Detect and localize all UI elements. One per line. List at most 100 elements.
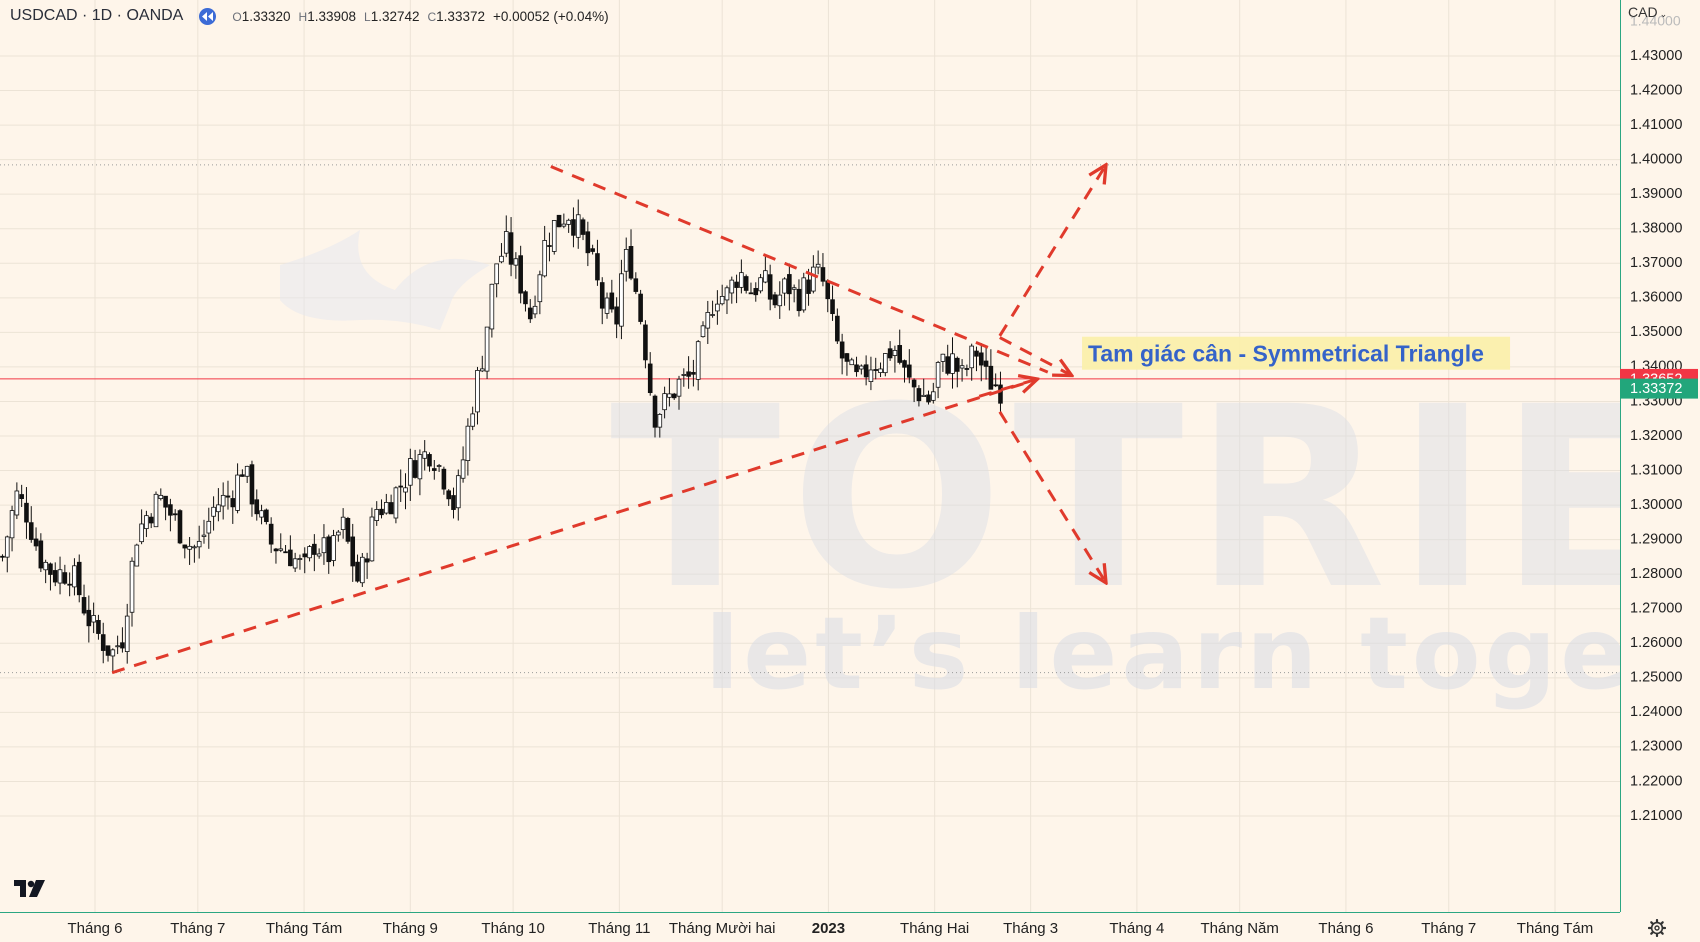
- candle-body: [455, 475, 461, 509]
- time-tick-label: Tháng Tám: [266, 920, 342, 937]
- price-tick-label: 1.31000: [1630, 462, 1682, 478]
- price-tick-label: 1.29000: [1630, 531, 1682, 547]
- candle-body: [705, 312, 711, 329]
- candle-body: [854, 364, 859, 373]
- candle-body: [801, 277, 807, 311]
- candle-body: [168, 504, 173, 516]
- candle-body: [652, 395, 658, 428]
- candle-body: [268, 523, 274, 545]
- candle-body: [52, 570, 58, 583]
- candle-body: [479, 368, 485, 372]
- candle-body: [566, 219, 571, 225]
- candle-body: [81, 597, 87, 614]
- trendline-upper[interactable]: [550, 165, 1049, 374]
- symbol-title[interactable]: USDCAD · 1D · OANDA: [10, 7, 184, 24]
- trendline-breakdown[interactable]: [998, 411, 1106, 583]
- open-label: O: [232, 9, 242, 24]
- candle-body: [240, 474, 245, 477]
- price-tick-label: 1.26000: [1630, 635, 1682, 651]
- candle-body: [86, 609, 92, 627]
- candle-body: [28, 522, 34, 540]
- candle-body: [475, 370, 480, 413]
- candle-body: [235, 474, 240, 511]
- candle-body: [336, 531, 341, 536]
- trendlines[interactable]: [111, 165, 1106, 675]
- candle-body: [892, 349, 898, 356]
- candle-body: [484, 326, 490, 372]
- currency-selector[interactable]: CAD ⌄: [1628, 4, 1667, 20]
- candle-body: [331, 535, 336, 561]
- candle-body: [422, 451, 427, 459]
- candle-body: [940, 353, 946, 362]
- change-value: +0.00052 (+0.04%): [492, 8, 609, 24]
- price-levels: [0, 164, 1620, 674]
- chevron-down-icon: ⌄: [1659, 9, 1668, 19]
- candle-body: [954, 357, 960, 372]
- candle-body: [182, 544, 188, 549]
- time-tick-label: Tháng 7: [170, 920, 225, 937]
- candle-body: [134, 544, 140, 567]
- candle-body: [753, 288, 759, 296]
- candle-body: [676, 378, 682, 397]
- candle-body: [542, 240, 547, 277]
- rewind-icon[interactable]: [199, 7, 217, 25]
- high-label: H: [298, 9, 308, 24]
- candle-body: [129, 560, 135, 613]
- candle-body: [499, 255, 504, 263]
- high-value: 1.33908: [307, 8, 356, 24]
- candle-body: [719, 296, 725, 305]
- candle-body: [724, 287, 730, 301]
- candle-body: [715, 303, 720, 312]
- price-tick-label: 1.22000: [1630, 773, 1682, 789]
- candle-body: [830, 299, 835, 315]
- price-tick-label: 1.43000: [1630, 48, 1682, 64]
- candle-body: [667, 393, 672, 398]
- currency-label: CAD: [1628, 4, 1658, 20]
- candle-body: [691, 372, 696, 375]
- candle-body: [907, 364, 912, 378]
- candle-body: [307, 546, 312, 559]
- time-axis[interactable]: Tháng 6 Tháng 7 Tháng Tám Tháng 9 Tháng 10 Th…: [0, 912, 1700, 941]
- price-axis[interactable]: 1.44000 1.43000 1.42000 1.41000 1.40000 1.390…: [1620, 0, 1700, 912]
- candle-body: [974, 350, 979, 357]
- candle-body: [14, 490, 20, 516]
- candle-body: [537, 274, 543, 303]
- candle-body: [187, 545, 192, 550]
- candle-body: [681, 374, 687, 376]
- candle-body: [897, 345, 903, 363]
- candle-body: [643, 324, 648, 361]
- time-tick-label: Tháng 3: [1003, 920, 1058, 937]
- candle-body: [172, 513, 178, 516]
- candle-body: [249, 464, 255, 505]
- gear-icon[interactable]: [1647, 918, 1667, 942]
- pattern-annotation[interactable]: Tam giác cân - Symmetrical Triangle: [1082, 336, 1511, 370]
- price-tick-label: 1.27000: [1630, 601, 1682, 617]
- candle-body: [590, 248, 595, 252]
- candle-body: [734, 281, 739, 288]
- chart-grid: [0, 0, 1620, 912]
- candle-body: [921, 394, 927, 397]
- candle-body: [24, 502, 29, 523]
- candle-body: [230, 498, 236, 508]
- candle-body: [523, 291, 528, 305]
- candle-body: [787, 274, 792, 295]
- price-badge-label: 1.33372: [1630, 381, 1682, 397]
- tradingview-logo-icon[interactable]: [14, 880, 46, 902]
- annotation-text[interactable]: Tam giác cân - Symmetrical Triangle: [1088, 341, 1484, 367]
- trendline-breakout-up[interactable]: [998, 165, 1106, 337]
- candle-body: [868, 369, 874, 382]
- time-tick-label: Tháng 9: [383, 920, 438, 937]
- candle-body: [144, 515, 149, 530]
- tick-label-partial: 1.44000: [1630, 13, 1681, 29]
- candle-body: [326, 536, 332, 563]
- ohlc-values: O1.33320 H1.33908 L1.32742 C1.33372 +0.0…: [232, 9, 608, 24]
- candle-body: [998, 384, 1003, 404]
- candle-body: [369, 516, 375, 562]
- candle-body: [148, 516, 154, 524]
- candle-body: [57, 569, 63, 584]
- trendline-lower-projection[interactable]: [978, 379, 1037, 398]
- candle-series: [0, 199, 1003, 674]
- candle-body: [408, 458, 413, 486]
- price-tick-label: 1.37000: [1630, 255, 1682, 271]
